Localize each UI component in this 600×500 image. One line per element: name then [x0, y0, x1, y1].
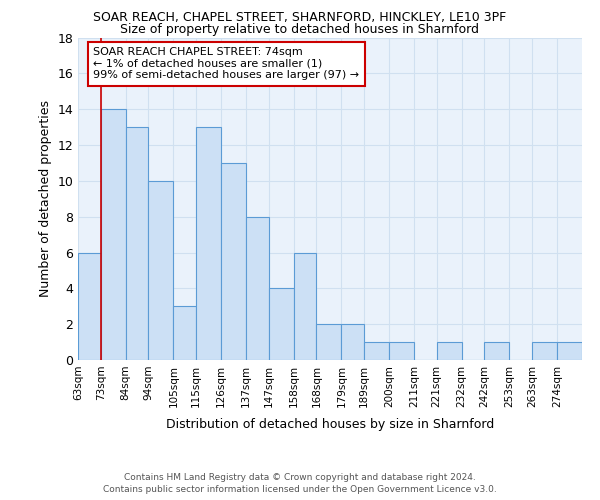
Bar	[246, 216, 269, 360]
Text: SOAR REACH CHAPEL STREET: 74sqm
← 1% of detached houses are smaller (1)
99% of s: SOAR REACH CHAPEL STREET: 74sqm ← 1% of …	[93, 47, 359, 80]
Bar	[196, 127, 221, 360]
Bar	[437, 342, 461, 360]
Bar	[557, 342, 582, 360]
Text: Contains HM Land Registry data © Crown copyright and database right 2024.
Contai: Contains HM Land Registry data © Crown c…	[103, 472, 497, 494]
Bar	[341, 324, 364, 360]
Bar	[173, 306, 196, 360]
Y-axis label: Number of detached properties: Number of detached properties	[39, 100, 52, 297]
Bar	[316, 324, 341, 360]
Bar	[101, 109, 125, 360]
Bar	[484, 342, 509, 360]
Bar	[148, 181, 173, 360]
Text: SOAR REACH, CHAPEL STREET, SHARNFORD, HINCKLEY, LE10 3PF: SOAR REACH, CHAPEL STREET, SHARNFORD, HI…	[94, 11, 506, 24]
Bar	[125, 127, 148, 360]
Bar	[389, 342, 414, 360]
Bar	[221, 163, 246, 360]
X-axis label: Distribution of detached houses by size in Sharnford: Distribution of detached houses by size …	[166, 418, 494, 431]
Bar	[364, 342, 389, 360]
Bar	[293, 252, 316, 360]
Bar	[269, 288, 293, 360]
Bar	[78, 252, 101, 360]
Bar	[532, 342, 557, 360]
Text: Size of property relative to detached houses in Sharnford: Size of property relative to detached ho…	[121, 22, 479, 36]
